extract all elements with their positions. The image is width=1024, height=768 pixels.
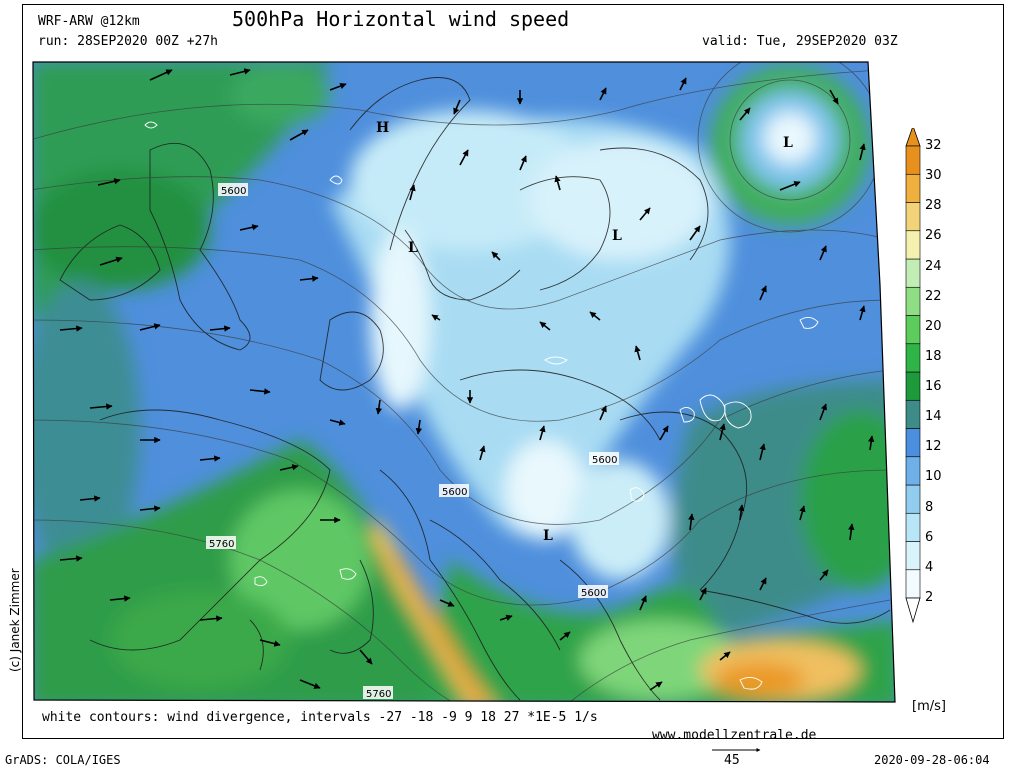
colorbar-level-label: 22 (925, 288, 942, 304)
grads-label: GrADS: COLA/IGES (5, 753, 121, 767)
colorbar-level-label: 8 (925, 499, 934, 515)
pressure-label: 5760 (366, 689, 391, 700)
colorbar-swatch (905, 569, 921, 599)
reference-vector-value: 45 (724, 753, 740, 768)
colorbar-level-label: 12 (925, 439, 942, 455)
colorbar-top-triangle (905, 128, 921, 147)
colorbar-swatch (905, 456, 921, 486)
colorbar-level-label: 30 (925, 168, 942, 184)
colorbar-swatch (905, 428, 921, 458)
colorbar-level-label: 18 (925, 348, 942, 364)
website-label: www.modellzentrale.de (652, 728, 817, 743)
pressure-label: 5600 (221, 186, 246, 197)
low-marker: L (543, 528, 553, 544)
pressure-label: 5760 (209, 539, 234, 550)
pressure-centers: L L L L H (376, 120, 793, 544)
wind-speed-field (33, 62, 895, 702)
colorbar (905, 128, 921, 624)
colorbar-level-label: 26 (925, 228, 942, 244)
colorbar-swatch (905, 512, 921, 542)
timestamp-label: 2020-09-28-06:04 (874, 753, 990, 767)
pressure-labels: 5600 5600 5600 5760 5600 5760 (206, 183, 619, 700)
colorbar-level-label: 14 (925, 409, 942, 425)
colorbar-level-label: 20 (925, 318, 942, 334)
colorbar-swatch (905, 258, 921, 288)
run-label: run: 28SEP2020 00Z +27h (38, 34, 219, 49)
colorbar-swatch (905, 286, 921, 316)
colorbar-swatch (905, 202, 921, 232)
colorbar-unit: [m/s] (912, 699, 946, 714)
low-marker: L (408, 240, 418, 256)
colorbar-swatch (905, 145, 921, 175)
low-marker: L (783, 135, 793, 151)
valid-label: valid: Tue, 29SEP2020 03Z (702, 34, 898, 49)
chart-title: 500hPa Horizontal wind speed (232, 7, 570, 31)
colorbar-swatch (905, 315, 921, 345)
colorbar-level-label: 28 (925, 198, 942, 214)
pressure-label: 5600 (581, 588, 606, 599)
high-marker: H (376, 120, 389, 136)
colorbar-level-label: 2 (925, 590, 934, 605)
colorbar-swatch (905, 484, 921, 514)
pressure-label: 5600 (592, 455, 617, 466)
model-label: WRF-ARW @12km (38, 14, 140, 29)
colorbar-swatch (905, 230, 921, 260)
divergence-note: white contours: wind divergence, interva… (42, 710, 598, 725)
colorbar-level-label: 4 (925, 559, 934, 575)
colorbar-swatch (905, 399, 921, 429)
colorbar-level-label: 10 (925, 469, 942, 485)
colorbar-swatch (905, 371, 921, 401)
pressure-label: 5600 (442, 487, 467, 498)
colorbar-swatch (905, 541, 921, 571)
colorbar-level-label: 6 (925, 529, 934, 545)
colorbar-bottom-triangle (905, 597, 921, 624)
colorbar-swatch (905, 173, 921, 203)
colorbar-level-label: 24 (925, 258, 942, 274)
colorbar-swatch (905, 343, 921, 373)
figure-frame (22, 4, 1004, 739)
low-marker: L (612, 228, 622, 244)
colorbar-level-label: 32 (925, 138, 942, 153)
colorbar-level-label: 16 (925, 379, 942, 395)
copyright-label: (c) Janek Zimmer (8, 568, 22, 672)
